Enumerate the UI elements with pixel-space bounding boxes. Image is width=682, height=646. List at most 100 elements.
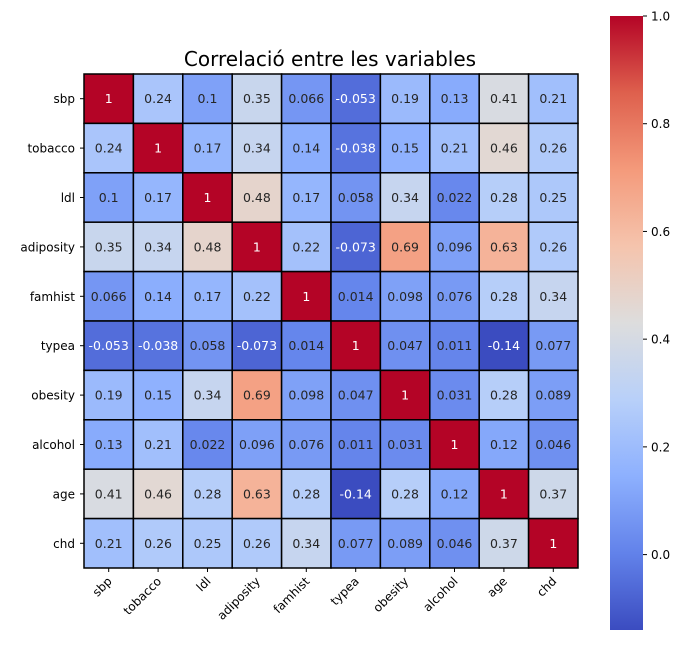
heatmap-cell-adiposity-typea bbox=[330, 221, 382, 273]
colorbar-tick-label: 0.0 bbox=[651, 548, 670, 562]
cell-value-alcohol-age: 0.12 bbox=[490, 437, 518, 452]
y-tick-label-age: age bbox=[53, 487, 75, 501]
cell-value-typea-obesity: 0.047 bbox=[387, 338, 423, 353]
y-tick-label-chd: chd bbox=[53, 537, 75, 551]
cell-value-obesity-famhist: 0.098 bbox=[288, 388, 324, 403]
cell-value-age-adiposity: 0.63 bbox=[243, 486, 271, 501]
heatmap-cell-famhist-typea bbox=[330, 270, 382, 322]
cell-value-alcohol-alcohol: 1 bbox=[451, 437, 459, 452]
cell-value-sbp-obesity: 0.19 bbox=[391, 91, 419, 106]
cell-value-ldl-famhist: 0.17 bbox=[292, 190, 320, 205]
heatmap-cell-alcohol-alcohol bbox=[429, 419, 480, 470]
cell-value-tobacco-typea: -0.038 bbox=[336, 141, 376, 156]
cell-value-adiposity-chd: 0.26 bbox=[539, 239, 567, 254]
heatmap-cell-age-famhist bbox=[280, 468, 332, 520]
heatmap-cell-alcohol-obesity bbox=[379, 419, 431, 470]
y-tick-label-ldl: ldl bbox=[61, 191, 75, 205]
cell-value-tobacco-chd: 0.26 bbox=[539, 141, 567, 156]
heatmap-cell-obesity-typea bbox=[330, 369, 382, 421]
heatmap-cell-obesity-adiposity bbox=[231, 369, 283, 421]
cell-value-alcohol-ldl: 0.022 bbox=[190, 437, 226, 452]
x-tick-label-age: age bbox=[484, 574, 510, 600]
cell-value-alcohol-chd: 0.046 bbox=[535, 437, 571, 452]
heatmap-cell-chd-sbp bbox=[83, 517, 135, 569]
cell-value-age-typea: -0.14 bbox=[340, 486, 372, 501]
heatmap-cell-famhist-famhist bbox=[280, 270, 332, 322]
x-tick-label-obesity: obesity bbox=[370, 574, 411, 615]
cell-value-famhist-typea: 0.014 bbox=[338, 289, 374, 304]
cell-value-typea-sbp: -0.053 bbox=[89, 338, 129, 353]
cell-value-adiposity-tobacco: 0.34 bbox=[144, 239, 172, 254]
cell-value-tobacco-tobacco: 1 bbox=[154, 141, 162, 156]
cell-value-alcohol-obesity: 0.031 bbox=[387, 437, 423, 452]
cell-value-ldl-tobacco: 0.17 bbox=[144, 190, 172, 205]
heatmap-cell-sbp-typea bbox=[330, 73, 382, 125]
cell-value-typea-age: -0.14 bbox=[488, 338, 520, 353]
cell-value-adiposity-obesity: 0.69 bbox=[391, 239, 419, 254]
cell-value-obesity-ldl: 0.34 bbox=[194, 388, 222, 403]
cell-value-sbp-sbp: 1 bbox=[105, 91, 113, 106]
heatmap-cell-obesity-chd bbox=[527, 369, 579, 421]
heatmap-cell-ldl-obesity bbox=[379, 172, 431, 223]
cell-value-typea-alcohol: 0.011 bbox=[437, 338, 473, 353]
chart-title: Correlació entre les variables bbox=[184, 47, 476, 71]
heatmap-cell-adiposity-sbp bbox=[83, 221, 135, 273]
cell-value-obesity-alcohol: 0.031 bbox=[437, 388, 473, 403]
cell-value-typea-chd: 0.077 bbox=[535, 338, 571, 353]
heatmap-cell-age-obesity bbox=[379, 468, 431, 520]
cell-value-alcohol-adiposity: 0.096 bbox=[239, 437, 275, 452]
colorbar-tick-label: 0.6 bbox=[651, 225, 670, 239]
cell-value-sbp-adiposity: 0.35 bbox=[243, 91, 271, 106]
cell-value-adiposity-typea: -0.073 bbox=[336, 239, 376, 254]
heatmap-cell-typea-sbp bbox=[83, 320, 135, 372]
cell-value-sbp-chd: 0.21 bbox=[539, 91, 567, 106]
cell-value-ldl-ldl: 1 bbox=[204, 190, 212, 205]
heatmap-cell-alcohol-famhist bbox=[280, 419, 332, 470]
y-tick-label-alcohol: alcohol bbox=[32, 438, 75, 452]
heatmap-cells bbox=[83, 73, 579, 569]
heatmap-cell-age-age bbox=[478, 468, 530, 520]
y-tick-label-sbp: sbp bbox=[54, 92, 76, 106]
heatmap-cell-famhist-age bbox=[478, 270, 530, 322]
y-tick-label-adiposity: adiposity bbox=[20, 240, 75, 254]
cell-value-sbp-alcohol: 0.13 bbox=[441, 91, 469, 106]
heatmap-cell-obesity-sbp bbox=[83, 369, 135, 421]
cell-value-tobacco-adiposity: 0.34 bbox=[243, 141, 271, 156]
heatmap-cell-famhist-chd bbox=[527, 270, 579, 322]
cell-value-typea-tobacco: -0.038 bbox=[138, 338, 178, 353]
cell-value-age-age: 1 bbox=[500, 486, 508, 501]
colorbar-tick-label: 1.0 bbox=[651, 10, 670, 24]
cell-value-chd-adiposity: 0.26 bbox=[243, 536, 271, 551]
heatmap-cell-tobacco-chd bbox=[527, 122, 579, 174]
cell-value-obesity-tobacco: 0.15 bbox=[144, 388, 172, 403]
cell-value-alcohol-famhist: 0.076 bbox=[288, 437, 324, 452]
heatmap-cell-sbp-alcohol bbox=[429, 73, 480, 125]
cell-value-obesity-sbp: 0.19 bbox=[95, 388, 123, 403]
cell-value-famhist-obesity: 0.098 bbox=[387, 289, 423, 304]
cell-value-age-chd: 0.37 bbox=[539, 486, 567, 501]
y-tick-label-typea: typea bbox=[41, 339, 75, 353]
cell-value-age-alcohol: 0.12 bbox=[441, 486, 469, 501]
cell-value-age-famhist: 0.28 bbox=[292, 486, 320, 501]
cell-value-obesity-chd: 0.089 bbox=[535, 388, 571, 403]
cell-value-chd-ldl: 0.25 bbox=[194, 536, 222, 551]
y-tick-label-tobacco: tobacco bbox=[27, 142, 75, 156]
heatmap-cell-typea-adiposity bbox=[231, 320, 283, 372]
heatmap-cell-alcohol-tobacco bbox=[132, 419, 184, 470]
x-tick-label-adiposity: adiposity bbox=[214, 574, 263, 623]
cell-value-tobacco-ldl: 0.17 bbox=[194, 141, 222, 156]
cell-value-chd-age: 0.37 bbox=[490, 536, 518, 551]
cell-value-adiposity-ldl: 0.48 bbox=[194, 239, 222, 254]
heatmap-cell-alcohol-age bbox=[478, 419, 530, 470]
cell-value-obesity-typea: 0.047 bbox=[338, 388, 374, 403]
cell-value-alcohol-tobacco: 0.21 bbox=[144, 437, 172, 452]
cell-value-sbp-ldl: 0.1 bbox=[198, 91, 218, 106]
heatmap-cell-sbp-chd bbox=[527, 73, 579, 125]
heatmap-cell-famhist-alcohol bbox=[429, 270, 480, 322]
heatmap-cell-chd-obesity bbox=[379, 517, 431, 569]
cell-value-chd-typea: 0.077 bbox=[338, 536, 374, 551]
x-tick-label-alcohol: alcohol bbox=[420, 574, 460, 614]
heatmap-cell-tobacco-obesity bbox=[379, 122, 431, 174]
cell-value-sbp-age: 0.41 bbox=[490, 91, 518, 106]
